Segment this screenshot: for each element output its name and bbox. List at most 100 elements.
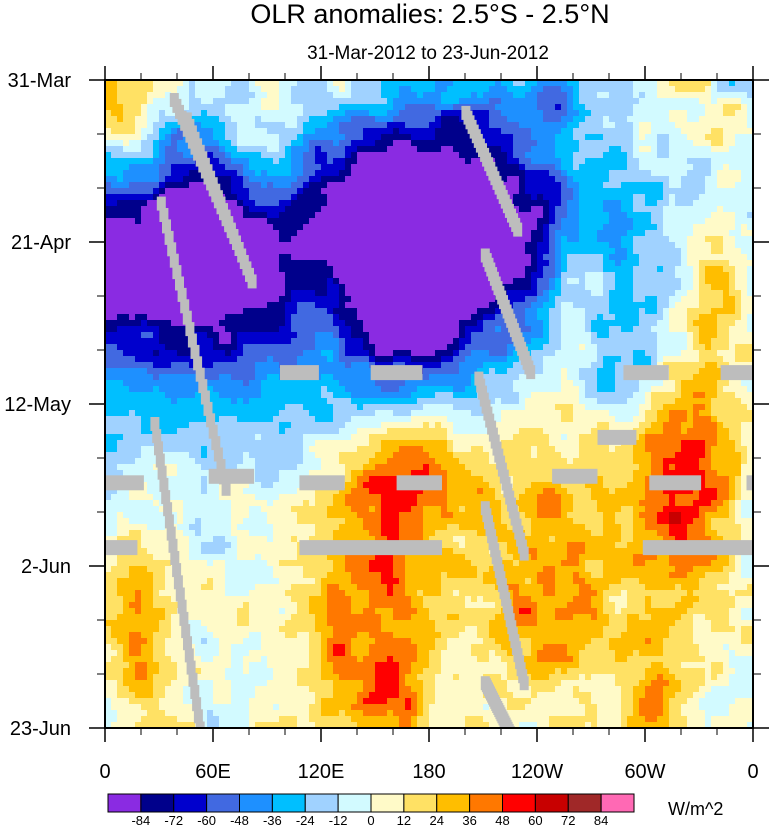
field-cell (279, 218, 286, 225)
field-cell (675, 242, 682, 249)
field-cell (381, 236, 388, 243)
field-cell (483, 338, 490, 345)
field-cell (573, 188, 580, 195)
field-cell (585, 182, 592, 189)
field-cell (615, 170, 622, 177)
field-cell (591, 296, 598, 303)
field-cell (471, 194, 478, 201)
field-cell (333, 188, 340, 195)
field-cell (669, 266, 676, 273)
field-cell (255, 326, 262, 333)
field-cell (687, 122, 694, 129)
field-cell (729, 164, 736, 171)
field-cell (111, 254, 118, 261)
field-cell (303, 278, 310, 285)
field-cell (555, 200, 562, 207)
field-cell (141, 152, 148, 159)
field-cell (159, 92, 166, 99)
field-cell (615, 122, 622, 129)
field-cell (423, 308, 430, 315)
field-cell (135, 122, 142, 129)
field-cell (435, 206, 442, 213)
field-cell (717, 224, 724, 231)
field-cell (597, 248, 604, 255)
field-cell (591, 134, 598, 141)
field-cell (261, 350, 268, 357)
field-cell (105, 284, 112, 291)
field-cell (681, 320, 688, 327)
field-cell (141, 176, 148, 183)
field-cell (225, 188, 232, 195)
field-cell (417, 212, 424, 219)
field-cell (315, 350, 322, 357)
field-cell (519, 152, 526, 159)
field-cell (519, 86, 526, 93)
field-cell (705, 158, 712, 165)
field-cell (327, 248, 334, 255)
field-cell (381, 182, 388, 189)
field-cell (213, 344, 220, 351)
field-cell (195, 248, 202, 255)
field-cell (525, 338, 532, 345)
field-cell (225, 182, 232, 189)
field-cell (525, 230, 532, 237)
field-cell (669, 152, 676, 159)
field-cell (561, 218, 568, 225)
field-cell (501, 350, 508, 357)
field-cell (369, 164, 376, 171)
field-cell (315, 230, 322, 237)
field-cell (477, 332, 484, 339)
field-cell (735, 116, 742, 123)
field-cell (627, 338, 634, 345)
field-cell (273, 194, 280, 201)
field-cell (345, 194, 352, 201)
field-cell (171, 194, 178, 201)
field-cell (243, 296, 250, 303)
field-cell (393, 86, 400, 93)
field-cell (555, 98, 562, 105)
field-cell (633, 332, 640, 339)
field-cell (711, 224, 718, 231)
field-cell (615, 116, 622, 123)
field-cell (399, 332, 406, 339)
field-cell (369, 194, 376, 201)
field-cell (369, 350, 376, 357)
field-cell (231, 344, 238, 351)
field-cell (417, 308, 424, 315)
field-cell (399, 188, 406, 195)
field-cell (747, 338, 753, 345)
field-cell (747, 224, 753, 231)
field-cell (303, 284, 310, 291)
field-cell (603, 98, 610, 105)
field-cell (111, 278, 118, 285)
field-cell (195, 308, 202, 315)
field-cell (681, 218, 688, 225)
field-cell (549, 134, 556, 141)
field-cell (261, 332, 268, 339)
field-cell (405, 290, 412, 297)
field-cell (279, 134, 286, 141)
field-cell (567, 218, 574, 225)
field-cell (141, 242, 148, 249)
field-cell (663, 110, 670, 117)
field-cell (273, 116, 280, 123)
field-cell (375, 182, 382, 189)
field-cell (189, 170, 196, 177)
field-cell (645, 98, 652, 105)
field-cell (171, 278, 178, 285)
field-cell (207, 230, 214, 237)
field-cell (465, 206, 472, 213)
field-cell (711, 308, 718, 315)
field-cell (387, 110, 394, 117)
field-cell (123, 86, 130, 93)
field-cell (357, 326, 364, 333)
field-cell (339, 158, 346, 165)
field-cell (423, 212, 430, 219)
field-cell (153, 146, 160, 153)
field-cell (585, 152, 592, 159)
field-cell (405, 242, 412, 249)
field-cell (189, 290, 196, 297)
field-cell (267, 128, 274, 135)
field-cell (147, 194, 154, 201)
field-cell (375, 116, 382, 123)
